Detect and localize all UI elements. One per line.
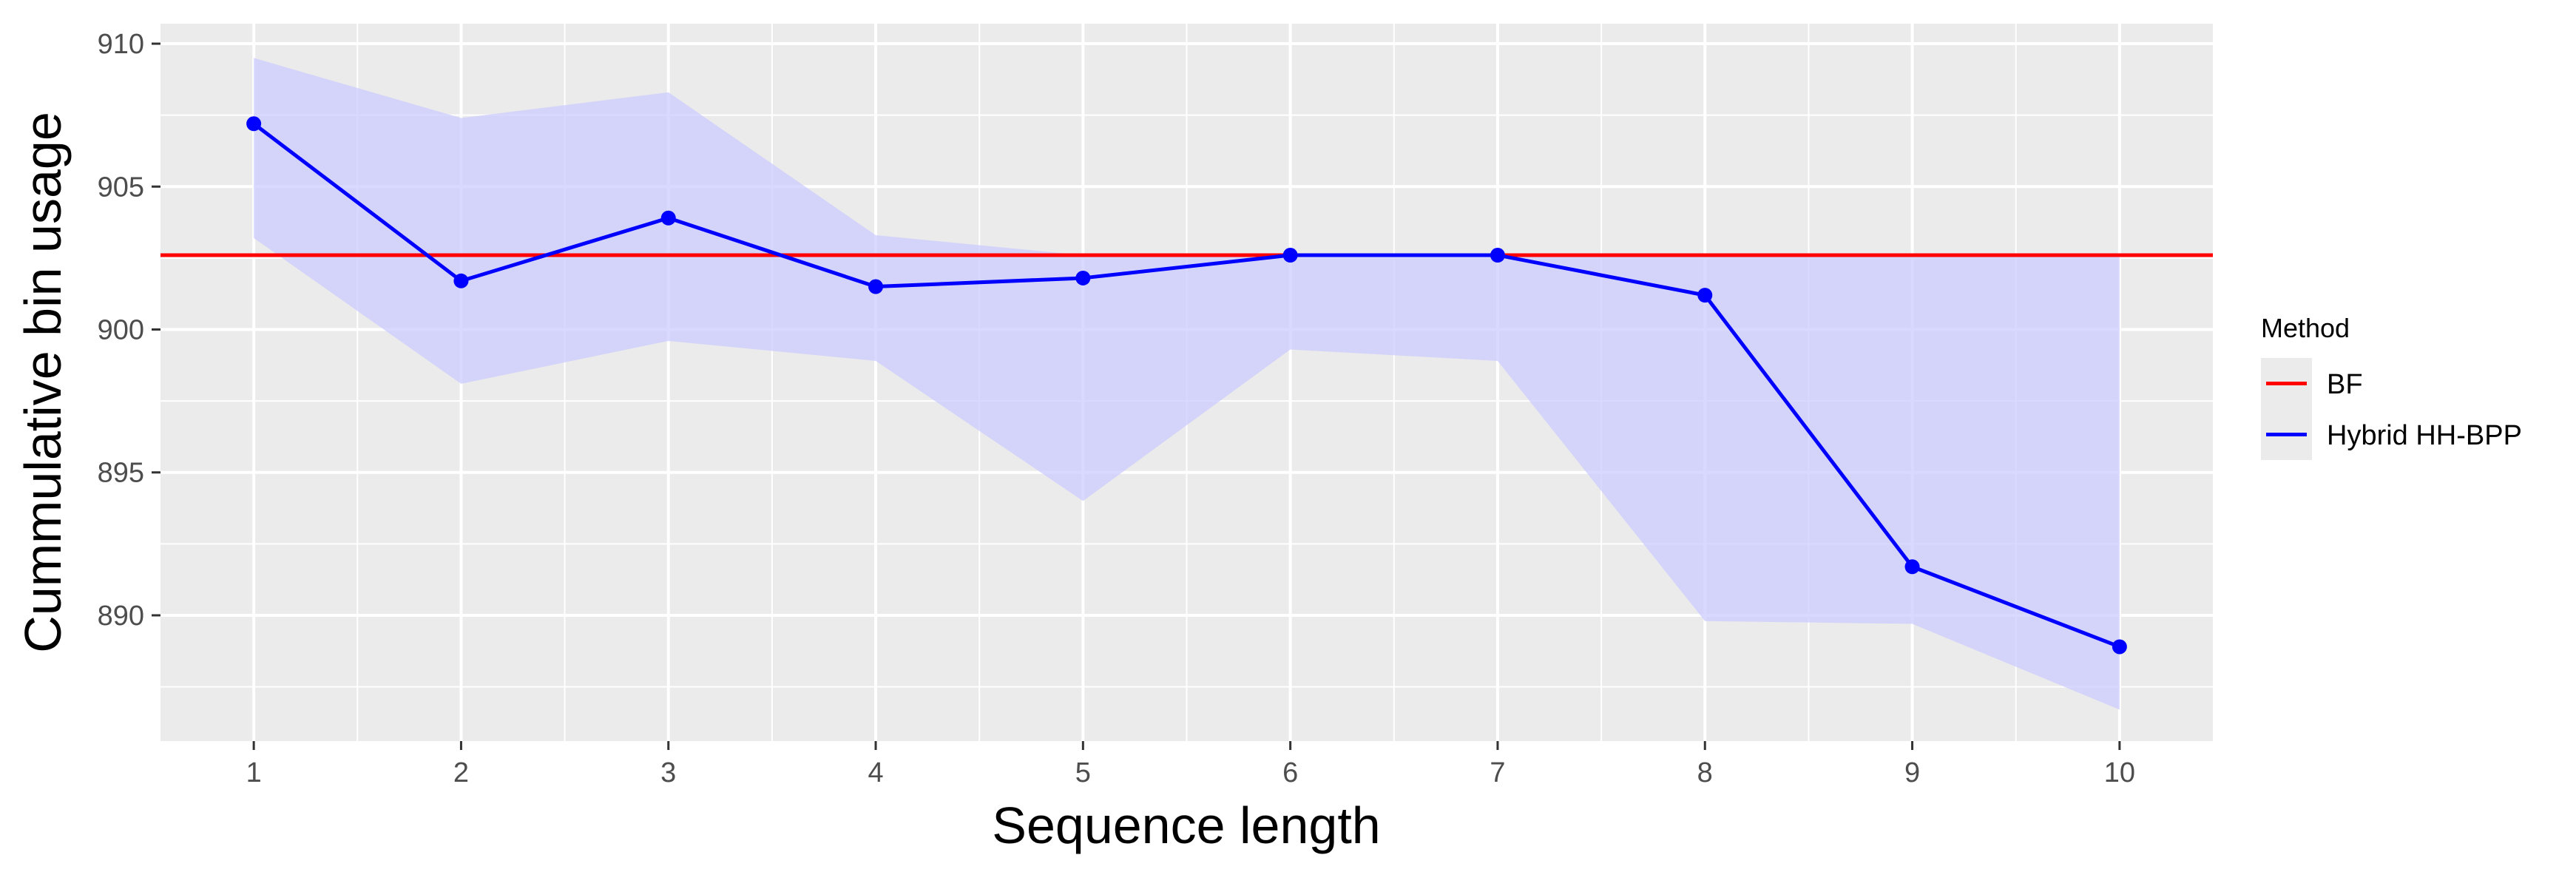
hybrid-point xyxy=(2112,639,2127,655)
hybrid-point xyxy=(1282,248,1298,263)
x-tick-label: 8 xyxy=(1697,757,1713,788)
x-tick-label: 6 xyxy=(1282,757,1298,788)
x-tick-label: 10 xyxy=(2104,757,2135,788)
x-tick-label: 1 xyxy=(246,757,262,788)
legend-label: BF xyxy=(2327,369,2363,400)
hybrid-point xyxy=(868,279,884,294)
y-tick-label: 890 xyxy=(98,601,144,632)
legend-title: Method xyxy=(2261,313,2350,343)
x-tick-label: 5 xyxy=(1075,757,1091,788)
y-tick-label: 905 xyxy=(98,172,144,203)
hybrid-point xyxy=(1075,270,1091,285)
legend-label: Hybrid HH-BPP xyxy=(2327,420,2522,451)
y-tick-label: 900 xyxy=(98,315,144,346)
hybrid-point xyxy=(1904,559,1920,575)
y-tick-label: 895 xyxy=(98,458,144,489)
legend: Method BF Hybrid HH-BPP xyxy=(2261,313,2522,460)
x-tick-label: 9 xyxy=(1904,757,1920,788)
hybrid-point xyxy=(453,273,469,288)
hybrid-point xyxy=(246,116,262,132)
hybrid-point xyxy=(1490,248,1505,263)
x-axis-title: Sequence length xyxy=(992,797,1380,854)
x-tick-label: 7 xyxy=(1490,757,1505,788)
y-tick-label: 910 xyxy=(98,29,144,60)
x-tick-label: 3 xyxy=(660,757,676,788)
x-tick-label: 4 xyxy=(868,757,883,788)
hybrid-point xyxy=(1697,288,1713,303)
ribbon-band xyxy=(254,58,2120,710)
series-layer xyxy=(160,116,2213,655)
x-tick-label: 2 xyxy=(453,757,469,788)
hybrid-line xyxy=(252,122,2120,649)
ribbon-layer xyxy=(254,58,2120,710)
y-axis-title: Cummulative bin usage xyxy=(14,112,72,652)
hybrid-point xyxy=(660,210,676,226)
